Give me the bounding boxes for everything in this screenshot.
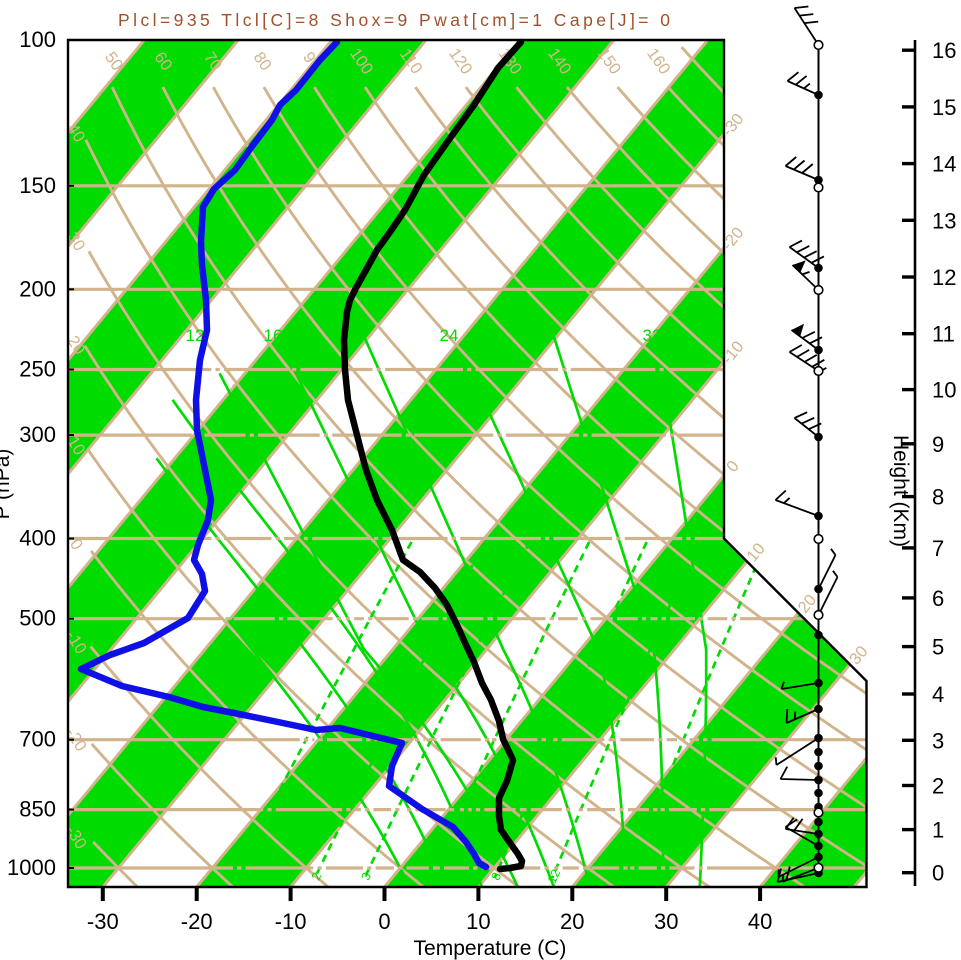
svg-text:Temperature (C): Temperature (C) xyxy=(414,937,567,960)
svg-text:10: 10 xyxy=(466,909,490,934)
svg-text:9: 9 xyxy=(932,432,944,457)
svg-text:700: 700 xyxy=(19,727,56,752)
svg-text:12: 12 xyxy=(186,326,205,345)
svg-text:8: 8 xyxy=(932,485,944,510)
svg-text:12: 12 xyxy=(545,867,564,886)
svg-text:5: 5 xyxy=(932,635,944,660)
svg-text:13: 13 xyxy=(932,208,956,233)
svg-text:7: 7 xyxy=(932,536,944,561)
svg-text:-20: -20 xyxy=(181,909,213,934)
svg-text:0: 0 xyxy=(378,909,390,934)
svg-text:20: 20 xyxy=(621,867,640,886)
svg-text:10: 10 xyxy=(932,378,956,403)
svg-text:20: 20 xyxy=(560,909,584,934)
svg-text:300: 300 xyxy=(19,422,56,447)
svg-text:-10: -10 xyxy=(275,909,307,934)
svg-text:16: 16 xyxy=(264,326,283,345)
svg-text:0: 0 xyxy=(932,861,944,886)
svg-text:14: 14 xyxy=(932,152,956,177)
svg-text:-30: -30 xyxy=(87,909,119,934)
svg-text:16: 16 xyxy=(932,38,956,63)
svg-text:2: 2 xyxy=(932,774,944,799)
svg-text:500: 500 xyxy=(19,606,56,631)
svg-text:4: 4 xyxy=(932,682,944,707)
svg-text:32: 32 xyxy=(643,326,662,345)
svg-text:1: 1 xyxy=(932,818,944,843)
svg-text:11: 11 xyxy=(932,322,955,347)
svg-text:200: 200 xyxy=(19,276,56,301)
svg-text:150: 150 xyxy=(19,173,56,198)
svg-text:400: 400 xyxy=(19,526,56,551)
svg-text:24: 24 xyxy=(440,326,459,345)
svg-text:100: 100 xyxy=(19,27,56,52)
svg-text:6: 6 xyxy=(932,586,944,611)
svg-text:30: 30 xyxy=(654,909,678,934)
svg-text:12: 12 xyxy=(932,265,956,290)
svg-text:15: 15 xyxy=(932,95,956,120)
svg-text:850: 850 xyxy=(19,797,56,822)
svg-text:3: 3 xyxy=(932,728,944,753)
svg-text:40: 40 xyxy=(748,909,772,934)
svg-text:P (hPa): P (hPa) xyxy=(0,449,14,520)
svg-text:250: 250 xyxy=(19,357,56,382)
svg-text:Height (Km): Height (Km) xyxy=(889,435,912,547)
svg-text:1000: 1000 xyxy=(7,855,56,880)
